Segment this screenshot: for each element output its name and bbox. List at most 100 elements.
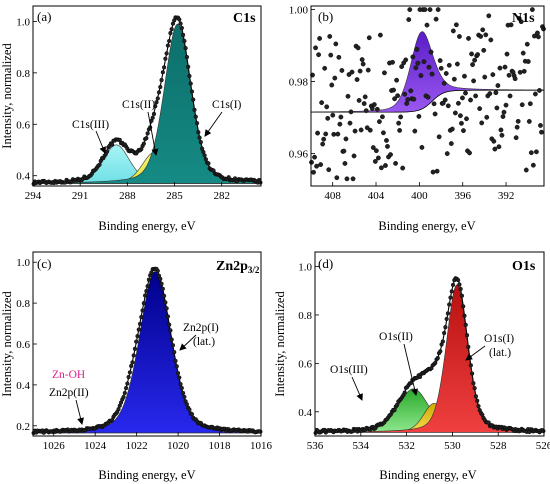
- panel-d-ylabel: Intensity, normalized: [273, 291, 287, 397]
- data-point: [399, 64, 405, 69]
- y-tick-label: 0.6: [298, 358, 312, 370]
- data-point: [357, 68, 363, 74]
- data-point: [184, 402, 189, 407]
- data-point: [329, 82, 335, 88]
- data-point: [457, 34, 462, 39]
- data-point: [338, 114, 344, 120]
- data-point: [416, 114, 422, 119]
- data-point: [351, 153, 357, 159]
- x-tick-label: 534: [353, 440, 370, 452]
- panel-d-data-points: [313, 276, 546, 436]
- panel-b-components: [310, 31, 545, 113]
- data-point: [532, 91, 538, 97]
- data-point: [372, 158, 378, 164]
- data-point: [525, 59, 531, 64]
- data-point: [319, 100, 325, 106]
- data-point: [316, 52, 321, 58]
- data-point: [415, 60, 421, 66]
- data-point: [397, 127, 403, 133]
- x-tick-label: 530: [444, 440, 461, 452]
- data-point: [197, 135, 202, 140]
- data-point: [450, 282, 456, 287]
- data-point: [500, 114, 506, 119]
- data-point: [459, 120, 464, 126]
- x-tick-label: 291: [72, 190, 89, 202]
- data-point: [178, 21, 183, 26]
- data-point: [473, 93, 479, 99]
- data-point: [159, 77, 164, 83]
- data-point: [145, 131, 150, 136]
- data-point: [410, 54, 416, 60]
- data-point: [480, 27, 486, 33]
- data-point: [528, 150, 534, 156]
- panel-a-annotation-c1s-iii: C1s(III): [72, 119, 109, 131]
- data-point: [97, 162, 102, 167]
- data-point: [141, 141, 146, 146]
- data-point: [398, 114, 404, 120]
- data-point: [139, 314, 144, 320]
- data-point: [517, 69, 523, 75]
- x-tick-label: 285: [166, 190, 183, 202]
- data-point: [496, 144, 502, 150]
- data-point: [396, 120, 402, 126]
- data-point: [196, 130, 201, 135]
- data-point: [468, 97, 473, 103]
- panel-a-arrow-c1s-iii: [95, 130, 106, 154]
- data-point: [408, 88, 414, 94]
- data-point: [541, 428, 546, 434]
- data-point: [448, 295, 453, 300]
- data-point: [446, 62, 452, 68]
- data-point: [521, 68, 527, 74]
- data-point: [462, 73, 467, 79]
- data-point: [405, 97, 411, 102]
- data-point: [322, 65, 328, 71]
- data-point: [337, 121, 343, 127]
- data-point: [360, 61, 366, 67]
- x-tick-label: 526: [536, 440, 550, 452]
- data-point: [348, 109, 354, 115]
- data-point: [352, 128, 358, 134]
- y-tick-label: 0.96: [289, 149, 309, 161]
- y-tick-label: 1.0: [16, 16, 30, 28]
- y-tick-label: 0.8: [16, 298, 30, 310]
- data-point: [515, 118, 521, 124]
- data-point: [141, 301, 146, 306]
- y-tick-label: 1.00: [289, 5, 309, 17]
- data-point: [538, 123, 543, 128]
- data-point: [483, 32, 489, 38]
- data-point: [437, 58, 443, 63]
- data-point: [158, 84, 163, 90]
- data-point: [343, 136, 349, 142]
- panel-c-annotation-lat: (lat.): [193, 336, 215, 348]
- data-point: [189, 89, 195, 94]
- data-point: [150, 115, 155, 120]
- data-point: [541, 26, 546, 32]
- data-point: [466, 36, 471, 41]
- data-point: [471, 78, 476, 84]
- panel-d-arrow-o1s-ii: [403, 343, 419, 396]
- x-tick-label: 294: [25, 190, 42, 202]
- panel-c-arrow-zn2p-ii: [75, 399, 84, 425]
- data-point: [169, 27, 174, 32]
- panel-d-label: (d): [318, 256, 333, 271]
- panel-a-ylabel: Intensity, normalized: [0, 43, 14, 149]
- data-point: [333, 41, 339, 47]
- panel-d-annotation-o1s-ii: O1s(II): [379, 331, 413, 343]
- data-point: [384, 138, 389, 143]
- data-point: [158, 276, 163, 281]
- data-point: [321, 136, 327, 142]
- data-point: [379, 165, 384, 171]
- data-point: [484, 114, 490, 120]
- panel-b-label: (b): [318, 9, 333, 24]
- data-point: [524, 41, 530, 47]
- data-point: [314, 163, 319, 169]
- data-point: [458, 113, 463, 119]
- data-point: [432, 111, 438, 117]
- data-point: [129, 363, 134, 369]
- data-point: [475, 52, 481, 57]
- y-tick-label: 0.8: [298, 310, 312, 322]
- data-point: [330, 112, 336, 118]
- data-point: [191, 97, 196, 102]
- panel-b-frame: [310, 5, 545, 187]
- data-point: [514, 124, 520, 130]
